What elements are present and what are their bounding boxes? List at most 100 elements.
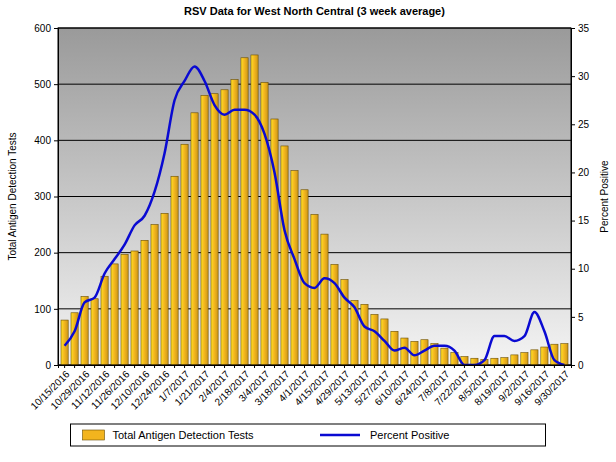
bar <box>181 144 188 365</box>
tick-label: 10 <box>578 263 590 274</box>
bar <box>131 251 138 365</box>
tick-mark <box>504 365 505 368</box>
tick-mark <box>54 197 58 198</box>
bar <box>311 214 318 365</box>
bar <box>141 240 148 365</box>
tick-mark <box>154 365 155 368</box>
legend-label: Percent Positive <box>370 429 449 441</box>
tick-mark <box>424 365 425 368</box>
tick-mark <box>571 269 575 270</box>
tick <box>354 365 355 368</box>
bar <box>191 113 198 365</box>
tick-label: 35 <box>578 23 590 34</box>
bar <box>111 264 118 365</box>
tick-mark <box>214 365 215 368</box>
chart: RSV Data for West North Central (3 week … <box>0 0 616 462</box>
tick-mark <box>264 365 265 368</box>
tick <box>274 365 275 368</box>
tick <box>254 365 255 368</box>
bar <box>501 358 508 365</box>
tick-mark <box>84 365 85 368</box>
tick-mark <box>344 365 345 368</box>
bar <box>161 213 168 365</box>
tick-mark <box>194 365 195 368</box>
tick-mark <box>444 365 445 368</box>
tick-mark <box>514 365 515 368</box>
tick-mark <box>314 365 315 368</box>
bar <box>201 95 208 365</box>
tick-mark <box>304 365 305 368</box>
tick-mark <box>54 140 58 141</box>
bar <box>511 355 518 365</box>
tick-mark <box>374 365 375 368</box>
tick-mark <box>224 365 225 368</box>
bar <box>91 299 98 365</box>
legend-box <box>71 424 546 446</box>
tick: 500 <box>34 79 58 90</box>
tick <box>74 365 75 368</box>
tick <box>154 365 155 368</box>
bar <box>561 344 568 365</box>
tick-mark <box>294 365 295 368</box>
tick-mark <box>74 365 75 368</box>
tick: 300 <box>34 191 58 202</box>
tick-label: 30 <box>578 71 590 82</box>
bar <box>441 348 448 365</box>
grid-line <box>58 196 571 197</box>
tick <box>514 365 515 368</box>
tick <box>474 365 475 368</box>
tick-mark <box>571 221 575 222</box>
tick: 600 <box>34 23 58 34</box>
line <box>65 67 565 365</box>
tick <box>174 365 175 368</box>
tick-mark <box>334 365 335 368</box>
legend-swatch <box>83 430 105 440</box>
tick-mark <box>204 365 205 368</box>
tick-mark <box>54 84 58 85</box>
title: RSV Data for West North Central (3 week … <box>184 5 445 17</box>
tick-mark <box>474 365 475 368</box>
bar <box>221 90 228 365</box>
grid <box>58 28 571 365</box>
tick-mark <box>54 365 58 366</box>
tick <box>374 365 375 368</box>
tick-mark <box>324 365 325 368</box>
axis-line <box>572 29 576 366</box>
tick <box>334 365 335 368</box>
tick: 30 <box>571 71 590 82</box>
tick-mark <box>54 253 58 254</box>
plot-background <box>58 28 571 365</box>
tick <box>534 365 535 368</box>
y-axis: 0100200300400500600 <box>34 23 58 371</box>
tick-mark <box>254 365 255 368</box>
tick <box>314 365 315 368</box>
marks <box>61 55 568 365</box>
tick-mark <box>571 76 575 77</box>
tick <box>114 365 115 368</box>
bar <box>321 234 328 365</box>
tick-mark <box>571 124 575 125</box>
tick <box>554 365 555 368</box>
tick-mark <box>54 309 58 310</box>
bar <box>231 80 238 365</box>
tick-mark <box>484 365 485 368</box>
bar <box>371 314 378 365</box>
tick-mark <box>404 365 405 368</box>
tick: 5 <box>571 312 584 323</box>
plot-frame <box>58 28 571 365</box>
tick-mark <box>571 317 575 318</box>
tick-mark <box>134 365 135 368</box>
bar <box>121 254 128 365</box>
bar <box>151 225 158 365</box>
axis-line <box>54 29 59 366</box>
tick-label: 100 <box>34 304 51 315</box>
tick-label: 300 <box>34 191 51 202</box>
tick-mark <box>544 365 545 368</box>
bar <box>251 55 258 365</box>
tick-mark <box>124 365 125 368</box>
tick <box>94 365 95 368</box>
y2-axis: 05101520253035 <box>571 23 590 371</box>
bar <box>101 276 108 365</box>
tick-mark <box>54 28 58 29</box>
tick-mark <box>144 365 145 368</box>
